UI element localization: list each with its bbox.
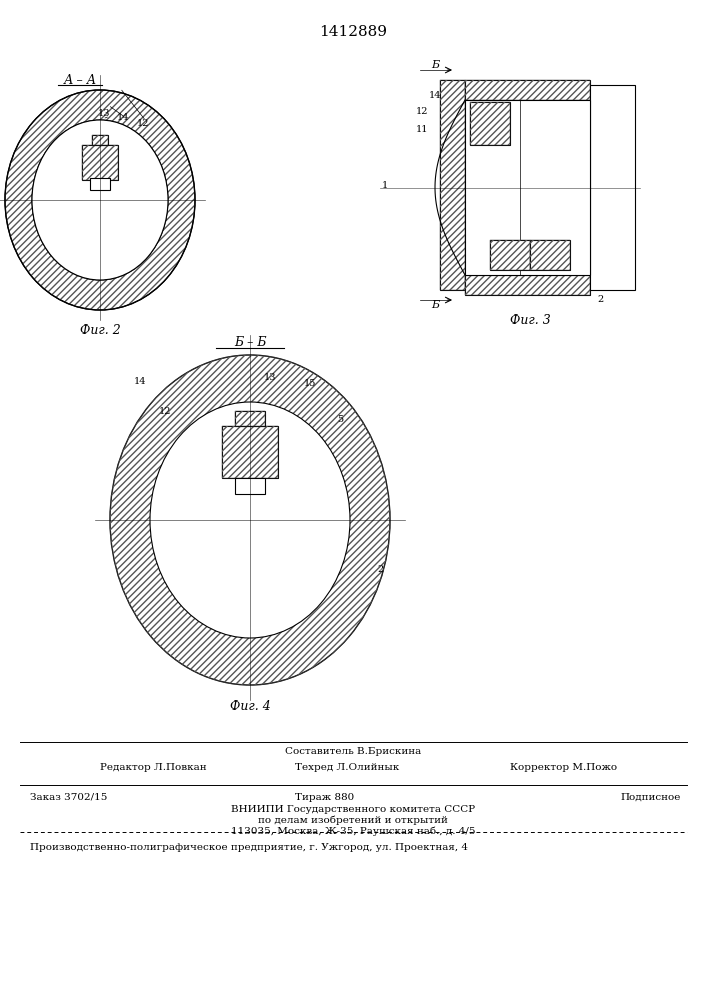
Text: Подписное: Подписное [620, 792, 680, 802]
Text: А – А: А – А [64, 74, 97, 87]
Bar [235, 411, 265, 426]
Bar [440, 80, 465, 290]
Text: 3: 3 [592, 86, 598, 95]
Text: 1412889: 1412889 [319, 25, 387, 39]
Text: Заказ 3702/15: Заказ 3702/15 [30, 792, 107, 802]
Text: 1: 1 [382, 180, 388, 190]
Text: Б: Б [431, 60, 439, 70]
Text: 6: 6 [552, 88, 558, 97]
FancyBboxPatch shape [82, 145, 118, 180]
Bar [440, 80, 465, 290]
Text: Составитель В.Брискина: Составитель В.Брискина [285, 748, 421, 756]
Bar [490, 240, 530, 270]
Text: Фиг. 3: Фиг. 3 [510, 314, 550, 326]
Bar [465, 100, 590, 275]
Text: 12: 12 [136, 118, 149, 127]
Text: 12: 12 [416, 107, 428, 116]
Text: 13: 13 [98, 109, 110, 118]
Text: 15: 15 [507, 83, 519, 92]
Text: Б – Б: Б – Б [234, 336, 267, 349]
Ellipse shape [150, 402, 350, 638]
Text: 2: 2 [597, 296, 603, 304]
Ellipse shape [32, 120, 168, 280]
Text: ВНИИПИ Государственного комитета СССР: ВНИИПИ Государственного комитета СССР [231, 804, 475, 814]
Bar [92, 135, 108, 145]
Text: Техред Л.Олийнык: Техред Л.Олийнык [295, 762, 399, 772]
Bar [465, 80, 590, 100]
Text: 14: 14 [134, 377, 146, 386]
Bar [530, 240, 570, 270]
Bar [235, 411, 265, 426]
Text: Фиг. 4: Фиг. 4 [230, 700, 270, 714]
Text: 11: 11 [416, 125, 428, 134]
Text: 14: 14 [117, 113, 129, 122]
Bar [465, 80, 590, 100]
Text: Корректор М.Пожо: Корректор М.Пожо [510, 762, 617, 772]
Text: 113035, Москва, Ж-35, Раушская наб., д. 4/5: 113035, Москва, Ж-35, Раушская наб., д. … [230, 826, 475, 836]
Text: 14: 14 [428, 91, 441, 100]
Bar [470, 102, 510, 145]
Text: 2: 2 [377, 566, 383, 574]
Text: 15: 15 [304, 378, 316, 387]
Text: 12: 12 [159, 408, 171, 416]
Ellipse shape [5, 90, 195, 310]
Text: 13: 13 [264, 372, 276, 381]
Bar [465, 275, 590, 295]
Text: Фиг. 2: Фиг. 2 [80, 324, 120, 336]
Bar [222, 426, 278, 478]
Ellipse shape [32, 120, 168, 280]
Bar [465, 275, 590, 295]
Bar [590, 85, 635, 290]
Bar [235, 478, 265, 494]
Text: Тираж 880: Тираж 880 [296, 792, 355, 802]
Bar [470, 102, 510, 145]
Bar [90, 178, 110, 190]
Text: по делам изобретений и открытий: по делам изобретений и открытий [258, 815, 448, 825]
Bar [490, 240, 530, 270]
Text: Редактор Л.Повкан: Редактор Л.Повкан [100, 762, 206, 772]
Bar [92, 135, 108, 145]
Ellipse shape [110, 355, 390, 685]
Text: Производственно-полиграфическое предприятие, г. Ужгород, ул. Проектная, 4: Производственно-полиграфическое предприя… [30, 842, 468, 852]
Text: Б: Б [431, 300, 439, 310]
Bar [222, 426, 278, 478]
Bar [530, 240, 570, 270]
Text: 5: 5 [337, 416, 343, 424]
Text: 13: 13 [529, 86, 542, 95]
Text: 5: 5 [557, 176, 563, 184]
